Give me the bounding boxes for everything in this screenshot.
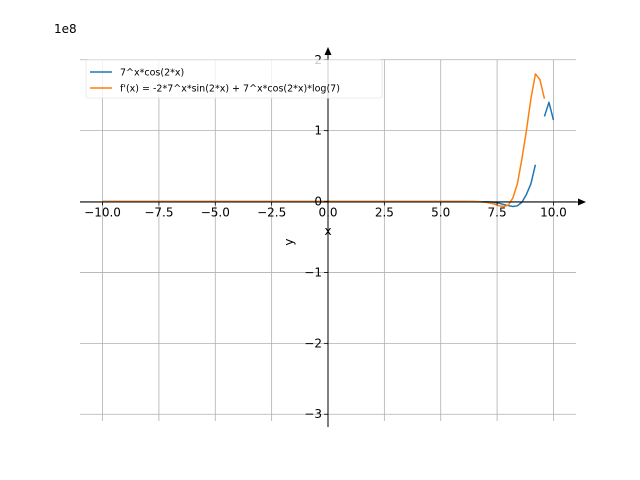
legend: 7^x*cos(2*x) f'(x) = -2*7^x*sin(2*x) + 7… xyxy=(85,59,383,99)
x-axis-label: x xyxy=(324,224,331,238)
x-tick-label: −7.5 xyxy=(144,206,173,220)
x-tick-label: 7.5 xyxy=(488,206,507,220)
ticks: −10.0 −7.5 −5.0 −2.5 0.0 2.5 5.0 7.5 10.0 −3 −2 −1 0… xyxy=(84,53,567,421)
x-tick-label: 0.0 xyxy=(318,206,337,220)
x-tick-label: −2.5 xyxy=(257,206,286,220)
y-offset-label: 1e8 xyxy=(54,22,77,36)
legend-label-series-2: f'(x) = -2*7^x*sin(2*x) + 7^x*cos(2*x)*l… xyxy=(120,84,340,95)
legend-label-series-1: 7^x*cos(2*x) xyxy=(120,68,184,79)
y-tick-label: 1 xyxy=(314,124,322,138)
y-tick-label: −3 xyxy=(304,407,322,421)
axes xyxy=(80,47,586,427)
x-tick-label: −5.0 xyxy=(201,206,230,220)
y-axis-arrow-icon xyxy=(324,47,332,55)
x-tick-label: −10.0 xyxy=(84,206,121,220)
y-tick-label: −1 xyxy=(304,265,322,279)
x-tick-label: 2.5 xyxy=(375,206,394,220)
y-tick-label: 0 xyxy=(314,195,322,209)
y-tick-label: −2 xyxy=(304,336,322,350)
x-tick-label: 10.0 xyxy=(540,206,567,220)
series-line-1 xyxy=(543,101,555,121)
legend-box xyxy=(85,59,383,99)
y-axis-label: y xyxy=(282,238,296,245)
x-tick-label: 5.0 xyxy=(431,206,450,220)
x-axis-arrow-icon xyxy=(578,198,586,206)
